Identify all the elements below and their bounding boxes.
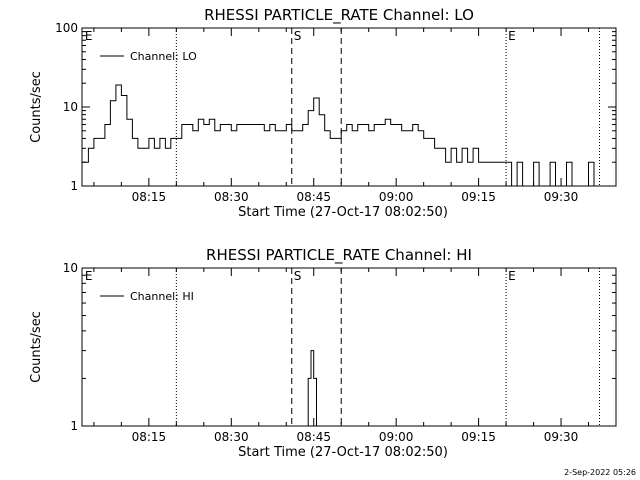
x-tick-label: 08:45 — [296, 430, 331, 444]
y-tick-label: 10 — [63, 100, 78, 114]
x-tick-label: 08:30 — [214, 190, 249, 204]
y-tick-label: 10 — [63, 261, 78, 275]
chart-title: RHESSI PARTICLE_RATE Channel: HI — [206, 246, 472, 265]
chart-title: RHESSI PARTICLE_RATE Channel: LO — [204, 6, 474, 25]
y-tick-label: 1 — [70, 419, 78, 433]
x-tick-label: 09:15 — [461, 430, 496, 444]
chart-panel-2: RHESSI PARTICLE_RATE Channel: HI 08:15 08:… — [29, 246, 617, 460]
x-axis-label: Start Time (27-Oct-17 08:02:50) — [238, 445, 448, 460]
y-axis-label: Counts/sec — [29, 311, 44, 383]
x-axis-label: Start Time (27-Oct-17 08:02:50) — [238, 205, 448, 220]
event-marker: E — [85, 269, 93, 283]
legend-label: Channel: HI — [130, 290, 194, 303]
chart-panel-1: RHESSI PARTICLE_RATE Channel: LO 08:15 08:… — [29, 6, 617, 220]
x-tick-label: 08:45 — [296, 190, 331, 204]
plot-frame — [81, 267, 617, 427]
event-marker: E — [508, 269, 516, 283]
series-line — [305, 350, 317, 426]
series-line — [82, 84, 605, 186]
event-marker: E — [508, 29, 516, 43]
event-marker: S — [294, 269, 302, 283]
x-tick-label: 08:15 — [132, 190, 167, 204]
event-marker: E — [85, 29, 93, 43]
x-tick-label: 09:15 — [461, 190, 496, 204]
x-tick-label: 09:00 — [379, 430, 414, 444]
x-tick-label: 09:00 — [379, 190, 414, 204]
x-tick-label: 08:30 — [214, 430, 249, 444]
legend-label: Channel: LO — [130, 50, 197, 63]
x-tick-label: 09:30 — [544, 430, 579, 444]
x-tick-label: 09:30 — [544, 190, 579, 204]
event-marker: S — [294, 29, 302, 43]
x-tick-label: 08:15 — [132, 430, 167, 444]
y-tick-label: 100 — [55, 21, 78, 35]
footer-date: 2-Sep-2022 05:26 — [564, 468, 636, 477]
y-tick-label: 1 — [70, 179, 78, 193]
y-axis-label: Counts/sec — [29, 71, 44, 143]
